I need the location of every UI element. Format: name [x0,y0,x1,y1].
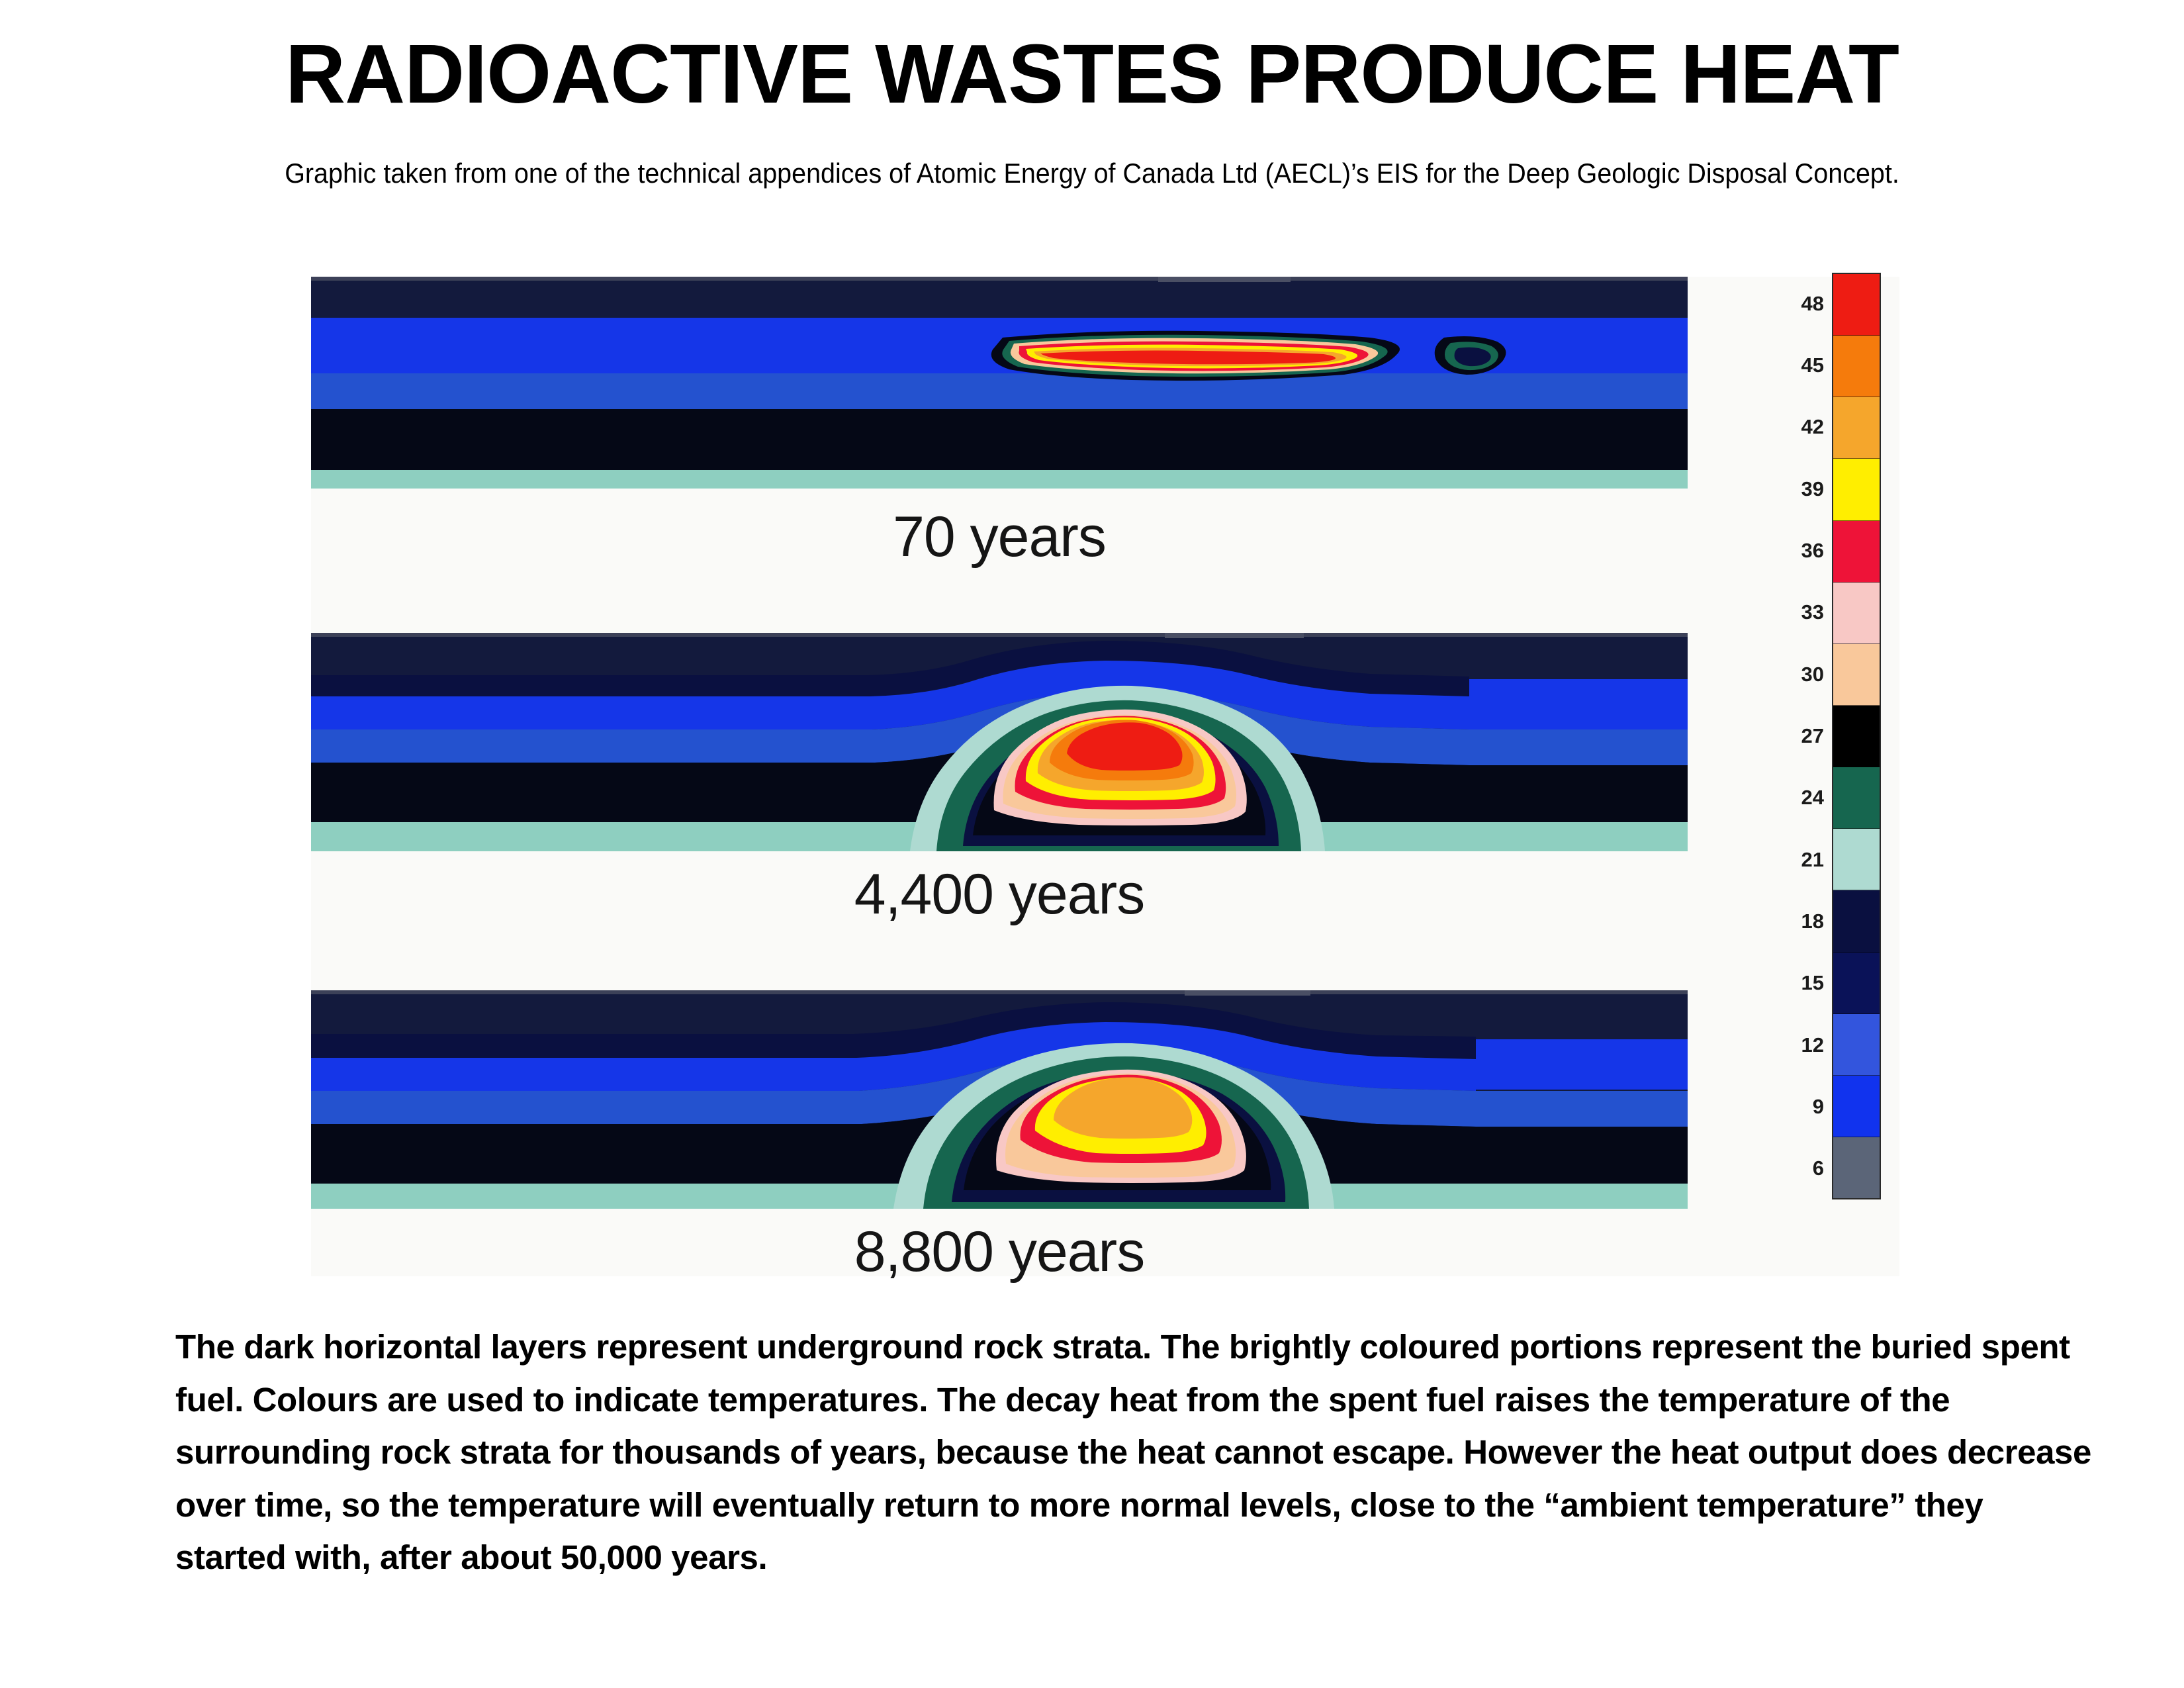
colorbar-swatch [1833,1137,1880,1199]
colorbar-swatch [1833,705,1880,768]
panel-caption-8800-years: 8,800 years [854,1220,1145,1284]
colorbar-swatch [1833,520,1880,583]
colorbar-swatch [1833,274,1880,336]
colorbar-tick-label: 33 [1801,600,1824,624]
colorbar-swatch [1833,1013,1880,1076]
contour-panel-70-years [311,277,1688,489]
colorbar-swatch [1833,336,1880,398]
colorbar-tick-label: 24 [1801,786,1824,810]
colorbar-swatch [1833,952,1880,1014]
colorbar-tick-label: 27 [1801,724,1824,747]
strata-cross-section-8800-years [311,990,1688,1209]
colorbar-tick-label: 15 [1801,971,1824,995]
page-title: RADIOACTIVE WASTES PRODUCE HEAT [285,27,1899,120]
colorbar-tick-label: 36 [1801,539,1824,562]
colorbar-swatch [1833,397,1880,459]
colorbar-tick-label: 18 [1801,910,1824,933]
explanatory-paragraph: The dark horizontal layers represent und… [175,1328,2091,1577]
colorbar-tick-label: 45 [1801,353,1824,377]
colorbar-swatch [1833,1075,1880,1137]
colorbar-tick-labels: 48 45 42 39 36 33 30 27 24 21 18 15 12 9 6 [1760,273,1824,1199]
strata-cross-section-4400-years [311,633,1688,851]
colorbar-swatch [1833,459,1880,521]
colorbar-swatch [1833,767,1880,829]
colorbar-swatches [1832,273,1881,1199]
panel-caption-70-years: 70 years [893,505,1107,569]
colorbar-swatch [1833,643,1880,706]
temperature-colorbar-legend: 48 45 42 39 36 33 30 27 24 21 18 15 12 9 6 [1760,273,1899,1213]
colorbar-swatch [1833,829,1880,891]
contour-panel-4400-years [311,633,1688,851]
strata-cross-section-70-years [311,277,1688,489]
colorbar-tick-label: 48 [1801,291,1824,315]
colorbar-tick-label: 6 [1812,1156,1824,1180]
colorbar-tick-label: 9 [1812,1095,1824,1118]
colorbar-swatch [1833,890,1880,953]
colorbar-tick-label: 39 [1801,477,1824,500]
colorbar-tick-label: 21 [1801,847,1824,871]
page-subtitle: Graphic taken from one of the technical … [285,158,1899,189]
colorbar-tick-label: 30 [1801,662,1824,686]
figure-container: 70 years [311,273,1899,1284]
panel-caption-4400-years: 4,400 years [854,863,1145,926]
colorbar-swatch [1833,582,1880,644]
colorbar-tick-label: 12 [1801,1033,1824,1056]
contour-panel-8800-years [311,990,1688,1209]
colorbar-tick-label: 42 [1801,415,1824,439]
